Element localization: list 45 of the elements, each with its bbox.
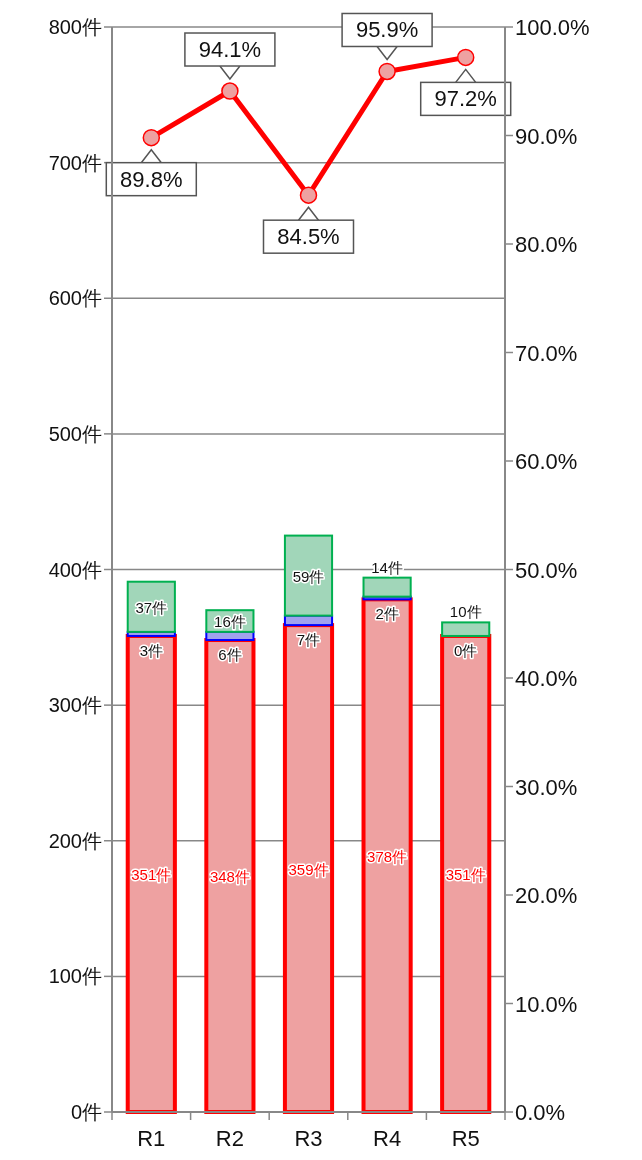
y-tick-label: 400件: [48, 558, 102, 581]
data-label: 351件: [131, 865, 172, 883]
y-tick-label: 0件: [70, 1101, 102, 1123]
data-label: 0件: [454, 641, 478, 659]
data-label: 97.2%: [434, 86, 497, 112]
y-tick-label: 200件: [48, 829, 102, 852]
x-tick-label: R1: [137, 1126, 166, 1151]
data-label: 351件: [445, 865, 486, 883]
data-label: 3件: [139, 641, 163, 659]
data-label: 59件: [292, 567, 325, 585]
x-tick-label: R5: [451, 1126, 480, 1151]
y-tick-label: 800件: [48, 16, 102, 38]
y2-tick-label: 40.0%: [515, 666, 578, 691]
y2-tick-label: 70.0%: [515, 340, 578, 366]
y2-tick-label: 0.0%: [515, 1100, 566, 1125]
y2-tick-label: 30.0%: [515, 774, 578, 800]
y2-tick-label: 80.0%: [515, 232, 578, 257]
y-tick-label: 100件: [48, 965, 102, 988]
y2-tick-label: 10.0%: [515, 991, 578, 1017]
x-tick-label: R3: [294, 1126, 323, 1151]
data-label: 95.9%: [355, 17, 419, 43]
data-label: 94.1%: [198, 37, 262, 63]
x-tick-label: R2: [215, 1126, 244, 1151]
y-tick-label: 700件: [48, 151, 102, 174]
data-label: 14件: [371, 558, 403, 576]
data-label: 6件: [218, 646, 242, 664]
y2-tick-label: 20.0%: [515, 883, 578, 908]
y-tick-label: 300件: [48, 694, 102, 717]
data-label: 2件: [375, 605, 399, 623]
data-label: 348件: [209, 868, 250, 886]
y-tick-label: 500件: [48, 422, 102, 445]
x-tick-label: R4: [373, 1126, 402, 1151]
data-label: 37件: [135, 598, 168, 616]
y2-tick-label: 60.0%: [515, 449, 578, 474]
y2-tick-label: 90.0%: [515, 123, 578, 149]
data-label: 89.8%: [120, 166, 183, 192]
data-label: 16件: [214, 613, 246, 631]
y2-tick-label: 100.0%: [515, 15, 590, 40]
data-label: 378件: [367, 847, 408, 865]
data-label: 10件: [449, 603, 482, 621]
y2-tick-label: 50.0%: [515, 557, 578, 583]
data-label: 359件: [288, 860, 329, 878]
y-tick-label: 600件: [48, 287, 102, 310]
data-label: 84.5%: [277, 224, 340, 250]
data-label: 7件: [296, 631, 321, 649]
